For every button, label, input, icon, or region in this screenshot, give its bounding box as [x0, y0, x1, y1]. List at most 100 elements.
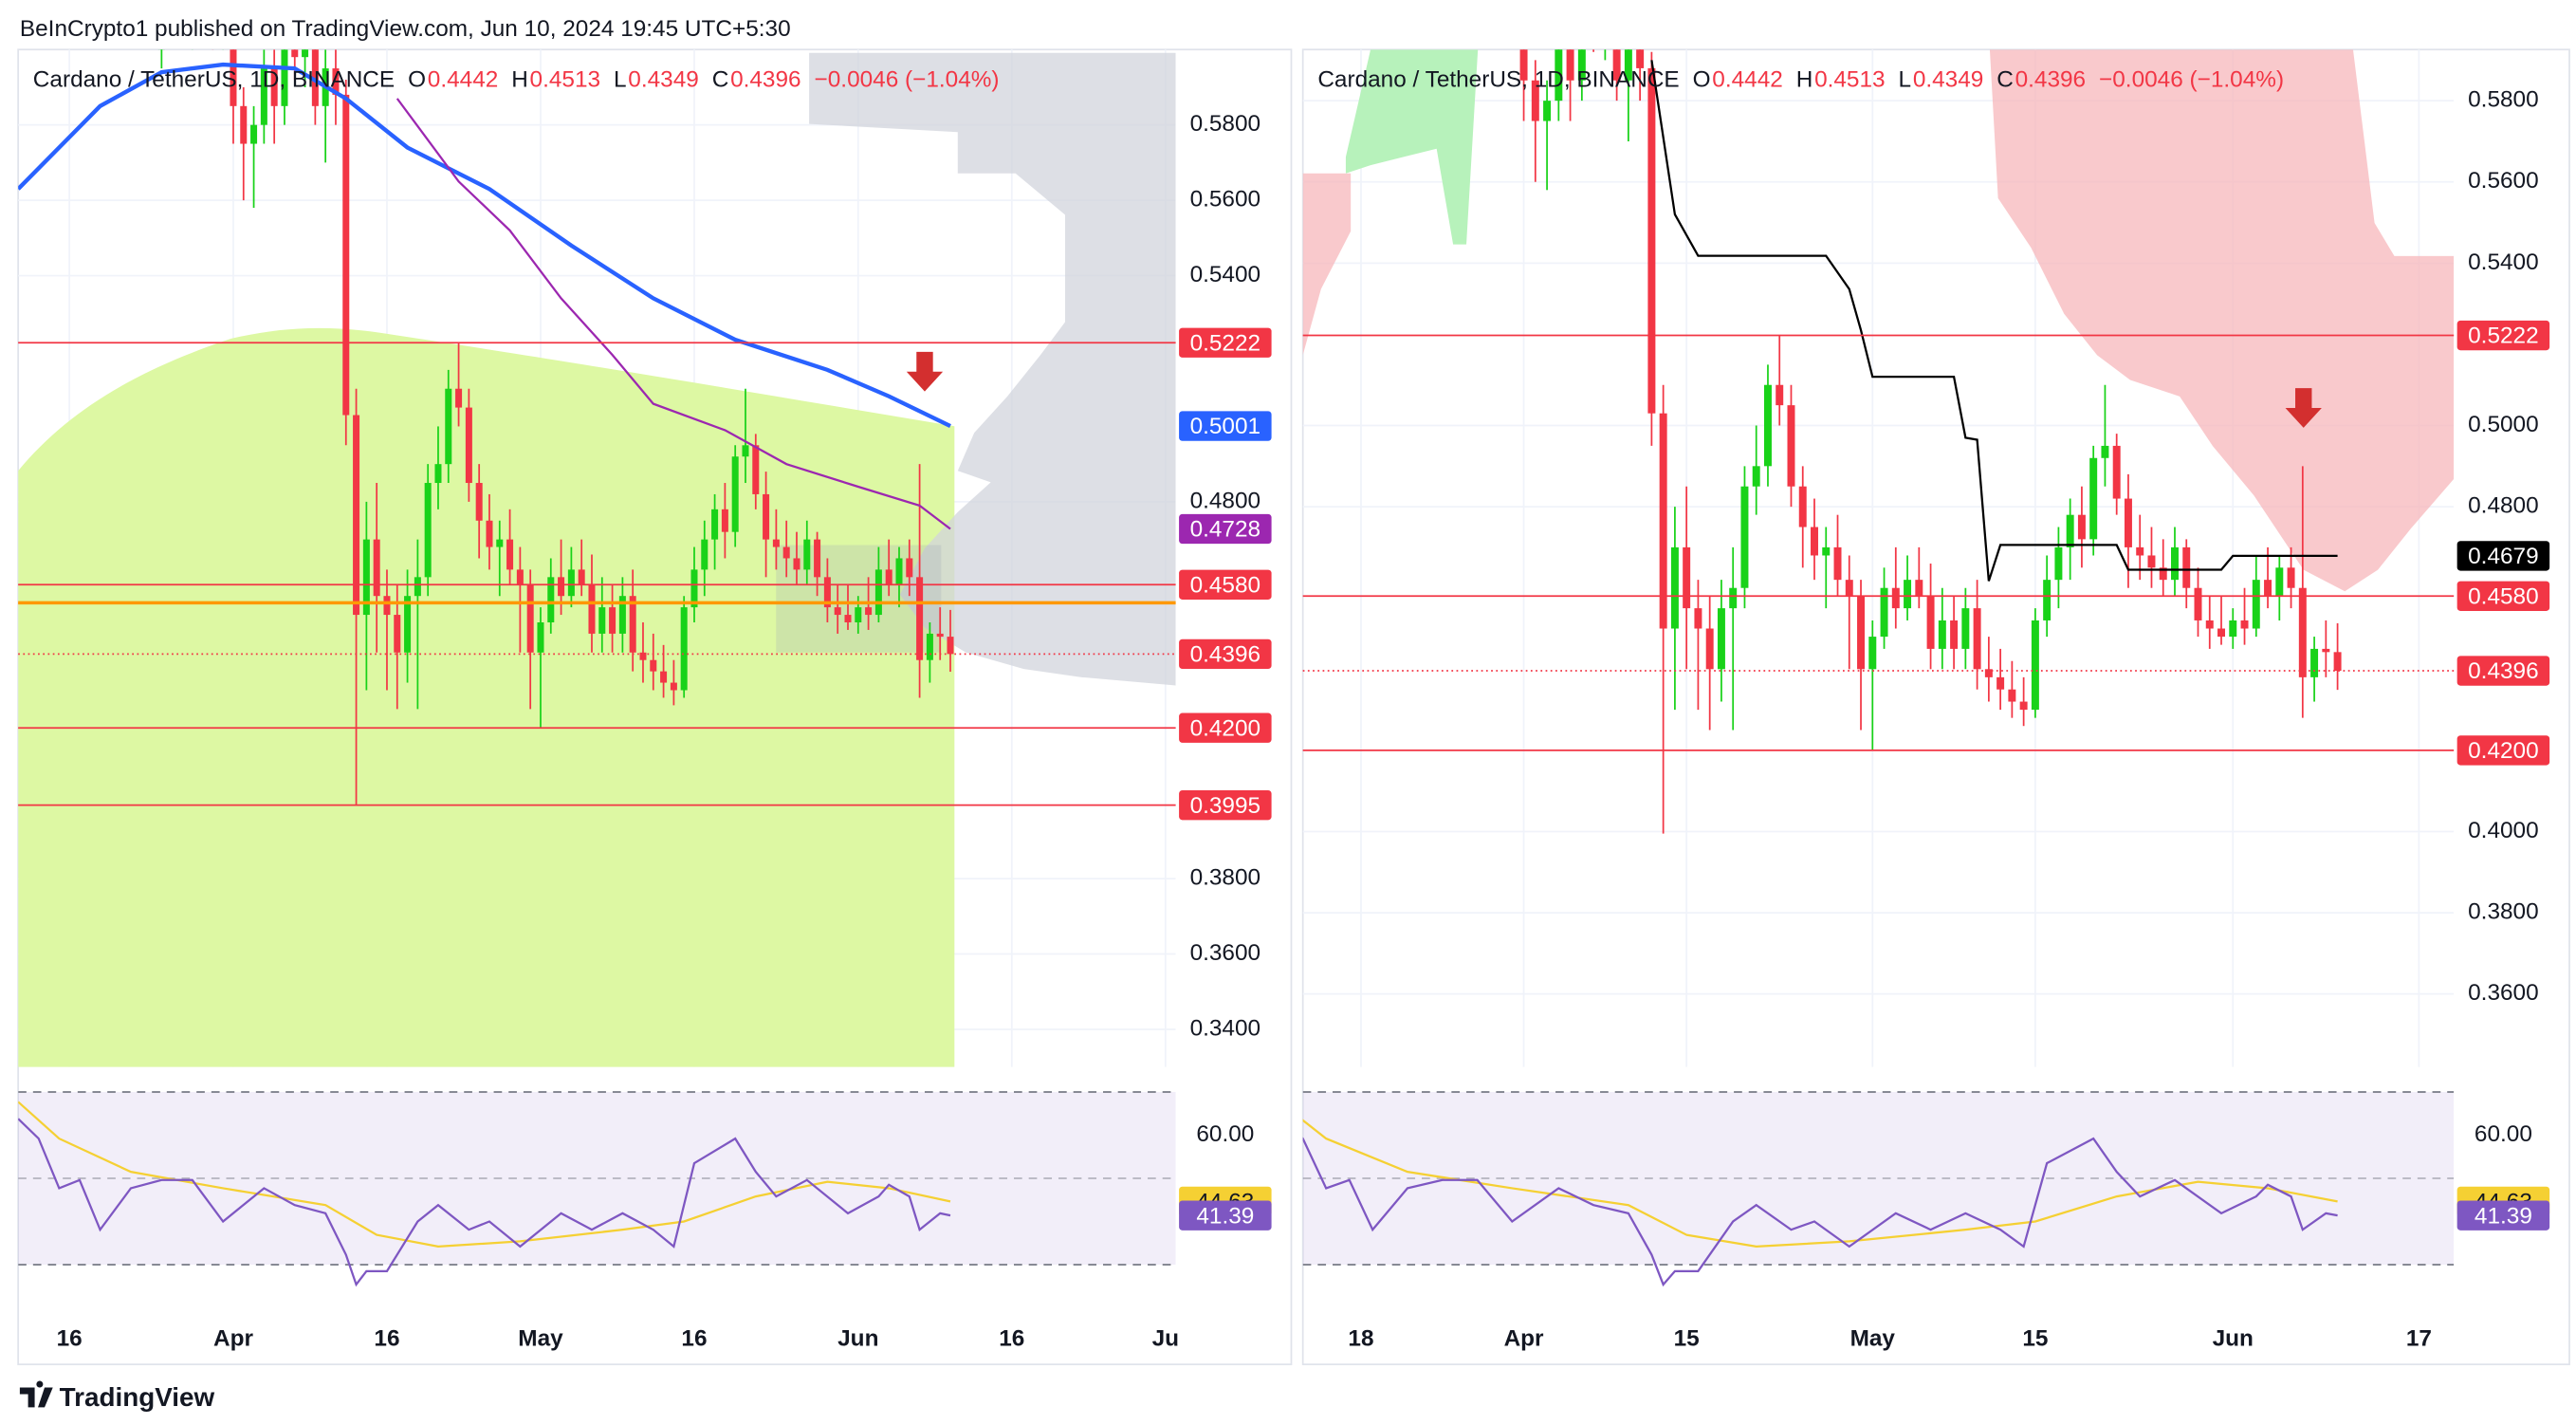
candle-body — [916, 577, 924, 660]
candle-body — [711, 509, 719, 540]
candle-body — [496, 539, 504, 547]
candle-body — [844, 615, 852, 623]
y-tick-label: 0.3400 — [1190, 1015, 1261, 1041]
candle-body — [2124, 498, 2132, 547]
candle-body — [2112, 445, 2121, 499]
y-tick-label: 0.3600 — [1190, 940, 1261, 966]
candle-body — [1717, 608, 1725, 670]
rsi-pane — [18, 1091, 1176, 1287]
candle-body — [434, 464, 442, 484]
price-label-box — [2456, 541, 2550, 571]
y-tick-label: 0.5400 — [2468, 250, 2539, 275]
candle-body — [1880, 587, 1888, 638]
candle-body — [895, 558, 903, 585]
volume-profile — [809, 52, 1176, 686]
candle-body — [537, 622, 544, 653]
legend-item: H — [511, 67, 528, 93]
candle-body — [2136, 546, 2144, 556]
candle-body — [270, 68, 278, 106]
price-label: 41.39 — [2475, 1203, 2532, 1229]
tv-logo — [19, 1380, 53, 1408]
candle-body — [1798, 486, 1807, 527]
candle-body — [2054, 546, 2063, 581]
x-tick-label: 17 — [2406, 1325, 2432, 1351]
candle-body — [547, 577, 555, 623]
rsi-line — [1302, 1137, 2338, 1287]
anchored-area — [18, 327, 955, 1067]
candle-body — [2275, 567, 2284, 597]
candle-body — [230, 49, 237, 106]
candle-body — [260, 68, 267, 125]
price-label-box — [1179, 789, 1272, 821]
rsi-tick-label: 60.00 — [1196, 1121, 1254, 1147]
candle-body — [1729, 587, 1738, 609]
candle-body — [680, 607, 688, 691]
candle-body — [2031, 620, 2039, 711]
signal-arrow — [2285, 388, 2322, 428]
candle-body — [1950, 620, 1959, 649]
price-label: 0.5222 — [2468, 324, 2539, 349]
candle-body — [609, 607, 616, 634]
candle-body — [1624, 49, 1632, 81]
candle-body — [362, 539, 370, 616]
candle-body — [1926, 596, 1935, 649]
candle-body — [782, 546, 790, 559]
candle-body — [1973, 608, 1981, 670]
candle-body — [250, 124, 258, 144]
candle-body — [1845, 580, 1853, 597]
legend-item: O — [408, 67, 426, 93]
candle-body — [936, 633, 944, 638]
candle-body — [2287, 567, 2295, 588]
candle-body — [1938, 620, 1946, 649]
candle-body — [618, 596, 626, 634]
candle-body — [291, 49, 299, 58]
candle-body — [834, 607, 841, 616]
candle-body — [865, 607, 873, 616]
candle-body — [1577, 49, 1586, 81]
candle-body — [1752, 466, 1760, 487]
x-tick-label: 16 — [681, 1325, 707, 1351]
candle-body — [567, 569, 575, 597]
candle-body — [526, 584, 534, 653]
price-label-box — [1179, 513, 1272, 545]
candle-body — [1659, 413, 1667, 629]
price-label-box — [2456, 656, 2550, 686]
candle-body — [1857, 596, 1866, 670]
price-label-box — [2456, 320, 2550, 351]
candle-body — [1543, 101, 1552, 121]
candle-body — [2089, 457, 2098, 540]
price-label-box — [1179, 569, 1272, 600]
price-label: 0.4679 — [2468, 544, 2539, 569]
candle-body — [2194, 587, 2202, 620]
candle-body — [1683, 546, 1691, 609]
candle-body — [2066, 514, 2074, 547]
candle-body — [885, 569, 892, 585]
candle-body — [506, 539, 514, 570]
candle-body — [752, 445, 760, 494]
candle-body — [465, 407, 472, 484]
candle-body — [424, 483, 432, 578]
x-tick-label: Jun — [2213, 1325, 2254, 1351]
candle-body — [353, 415, 360, 616]
legend-item: 0.4396 — [730, 67, 801, 93]
candle-body — [1904, 580, 1912, 609]
candle-body — [639, 652, 647, 660]
y-tick-label: 0.5600 — [1190, 187, 1261, 213]
legend-item: −0.0046 (−1.04%) — [815, 67, 1000, 93]
candle-body — [1891, 587, 1900, 609]
candle-body — [1647, 67, 1656, 414]
price-pane — [1302, 49, 2455, 1067]
rsi_ma-line — [1302, 1119, 2338, 1249]
candle-body — [772, 539, 780, 547]
candle-body — [1531, 80, 1539, 121]
candle-body — [516, 569, 524, 585]
y-tick-label: 0.5600 — [2468, 168, 2539, 194]
y-tick-label: 0.5400 — [1190, 262, 1261, 287]
indicator-line — [1650, 60, 2338, 582]
indicator-line — [396, 98, 951, 530]
y-tick-label: 0.5800 — [2468, 87, 2539, 113]
candle-body — [1566, 49, 1574, 81]
candle-body — [2077, 514, 2086, 540]
candle-body — [1961, 608, 1970, 649]
price-label: 0.5222 — [1190, 330, 1261, 356]
